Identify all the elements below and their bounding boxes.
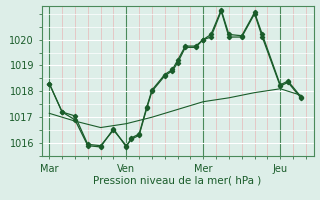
X-axis label: Pression niveau de la mer( hPa ): Pression niveau de la mer( hPa ): [93, 175, 262, 185]
